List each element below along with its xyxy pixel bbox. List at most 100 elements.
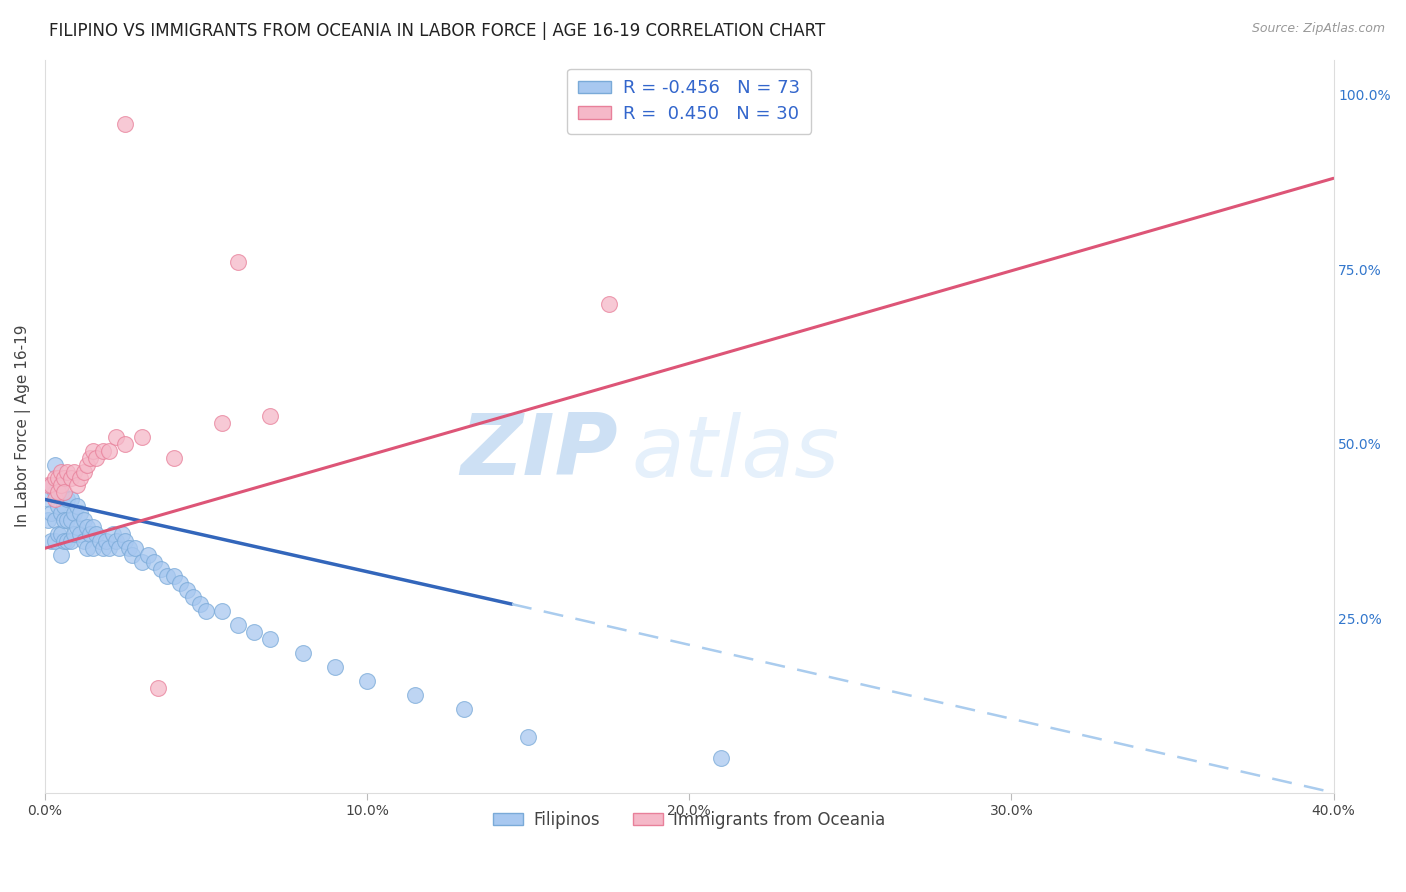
- Point: [63, 507, 86, 521]
- Point: [76, 520, 98, 534]
- Point: [226, 618, 249, 632]
- Point: [49, 549, 72, 563]
- Point: [114, 436, 136, 450]
- Point: [118, 541, 141, 556]
- Point: [111, 527, 134, 541]
- Point: [46, 527, 69, 541]
- Point: [146, 681, 169, 695]
- Point: [59, 471, 82, 485]
- Point: [82, 541, 104, 556]
- Point: [86, 527, 108, 541]
- Point: [710, 750, 733, 764]
- Point: [53, 485, 76, 500]
- Text: FILIPINO VS IMMIGRANTS FROM OCEANIA IN LABOR FORCE | AGE 16-19 CORRELATION CHART: FILIPINO VS IMMIGRANTS FROM OCEANIA IN L…: [49, 22, 825, 40]
- Point: [44, 458, 66, 472]
- Point: [53, 513, 76, 527]
- Point: [46, 471, 69, 485]
- Point: [101, 527, 124, 541]
- Point: [82, 443, 104, 458]
- Point: [56, 465, 79, 479]
- Point: [291, 646, 314, 660]
- Point: [79, 450, 101, 465]
- Point: [44, 485, 66, 500]
- Point: [46, 485, 69, 500]
- Point: [44, 471, 66, 485]
- Point: [66, 478, 89, 492]
- Point: [243, 625, 266, 640]
- Point: [59, 534, 82, 549]
- Point: [94, 534, 117, 549]
- Point: [66, 520, 89, 534]
- Point: [91, 541, 114, 556]
- Point: [149, 562, 172, 576]
- Point: [41, 478, 63, 492]
- Point: [44, 534, 66, 549]
- Point: [41, 478, 63, 492]
- Legend: Filipinos, Immigrants from Oceania: Filipinos, Immigrants from Oceania: [486, 805, 891, 836]
- Point: [104, 429, 127, 443]
- Point: [72, 534, 94, 549]
- Point: [49, 527, 72, 541]
- Point: [37, 513, 59, 527]
- Point: [56, 492, 79, 507]
- Point: [226, 255, 249, 269]
- Point: [86, 450, 108, 465]
- Point: [194, 604, 217, 618]
- Point: [259, 632, 281, 646]
- Point: [131, 555, 153, 569]
- Point: [66, 500, 89, 514]
- Point: [98, 541, 121, 556]
- Point: [323, 660, 346, 674]
- Point: [49, 507, 72, 521]
- Point: [98, 443, 121, 458]
- Point: [136, 549, 159, 563]
- Point: [259, 409, 281, 423]
- Point: [176, 583, 198, 598]
- Point: [169, 576, 191, 591]
- Text: Source: ZipAtlas.com: Source: ZipAtlas.com: [1251, 22, 1385, 36]
- Point: [63, 465, 86, 479]
- Point: [72, 465, 94, 479]
- Point: [108, 541, 131, 556]
- Point: [76, 541, 98, 556]
- Point: [53, 471, 76, 485]
- Point: [56, 513, 79, 527]
- Point: [69, 527, 91, 541]
- Point: [59, 513, 82, 527]
- Point: [598, 297, 620, 311]
- Point: [156, 569, 179, 583]
- Point: [114, 117, 136, 131]
- Point: [63, 527, 86, 541]
- Point: [37, 492, 59, 507]
- Point: [124, 541, 146, 556]
- Point: [181, 590, 204, 604]
- Point: [453, 702, 475, 716]
- Point: [69, 471, 91, 485]
- Point: [121, 549, 143, 563]
- Point: [114, 534, 136, 549]
- Point: [44, 492, 66, 507]
- Point: [404, 688, 426, 702]
- Point: [41, 507, 63, 521]
- Point: [82, 520, 104, 534]
- Point: [517, 730, 540, 744]
- Point: [211, 604, 233, 618]
- Point: [46, 478, 69, 492]
- Point: [69, 507, 91, 521]
- Point: [56, 534, 79, 549]
- Point: [44, 513, 66, 527]
- Point: [356, 673, 378, 688]
- Point: [79, 527, 101, 541]
- Point: [91, 443, 114, 458]
- Text: atlas: atlas: [631, 412, 839, 495]
- Point: [131, 429, 153, 443]
- Point: [46, 500, 69, 514]
- Point: [188, 597, 211, 611]
- Point: [163, 569, 186, 583]
- Point: [41, 534, 63, 549]
- Point: [89, 534, 111, 549]
- Point: [211, 416, 233, 430]
- Point: [76, 458, 98, 472]
- Point: [59, 492, 82, 507]
- Text: ZIP: ZIP: [461, 410, 619, 493]
